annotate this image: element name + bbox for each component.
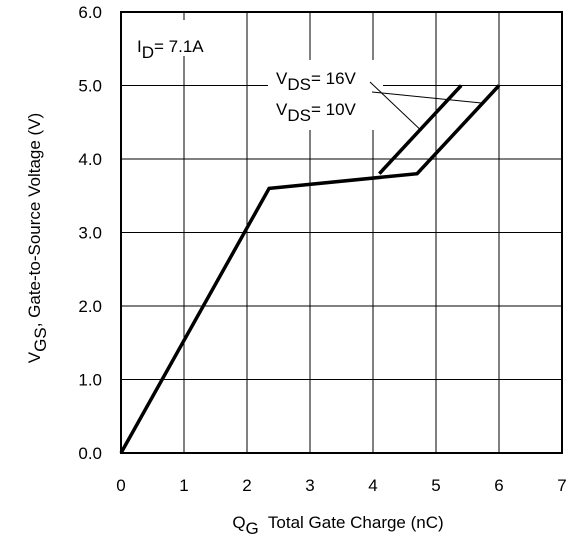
plot-frame xyxy=(120,11,563,454)
series-label-vds-16: VDS= 16V xyxy=(276,69,357,94)
condition-label: ID= 7.1A xyxy=(137,37,204,62)
condition-label-background xyxy=(129,20,229,56)
x-axis-label: QG Total Gate Charge (nC) xyxy=(232,513,443,538)
x-tick-label: 2 xyxy=(242,476,251,495)
leader-vds-10 xyxy=(371,91,483,104)
y-tick-label: 1.0 xyxy=(78,371,102,390)
x-tick-label: 0 xyxy=(116,476,125,495)
y-tick-label: 4.0 xyxy=(78,150,102,169)
x-tick-label: 5 xyxy=(431,476,440,495)
y-tick-label: 3.0 xyxy=(78,224,102,243)
tick-labels: 0 1 2 3 4 5 6 7 0.0 1.0 2.0 3.0 4.0 5.0 6.0 xyxy=(78,3,566,495)
y-tick-label: 6.0 xyxy=(78,3,102,22)
x-tick-label: 3 xyxy=(305,476,314,495)
leader-vds-16 xyxy=(369,81,421,130)
series-line-0 xyxy=(119,84,501,454)
x-tick-label: 7 xyxy=(557,476,566,495)
y-tick-label: 5.0 xyxy=(78,77,102,96)
y-tick-label: 2.0 xyxy=(78,297,102,316)
y-axis-label: VGS, Gate-to-Source Voltage (V) xyxy=(25,113,50,363)
series-label-vds-10: VDS= 10V xyxy=(276,100,357,125)
x-tick-label: 1 xyxy=(179,476,188,495)
y-tick-label: 0.0 xyxy=(78,444,102,463)
series-label-background xyxy=(268,60,383,130)
label-leaders xyxy=(369,81,483,130)
x-tick-label: 6 xyxy=(494,476,503,495)
x-tick-label: 4 xyxy=(368,476,377,495)
